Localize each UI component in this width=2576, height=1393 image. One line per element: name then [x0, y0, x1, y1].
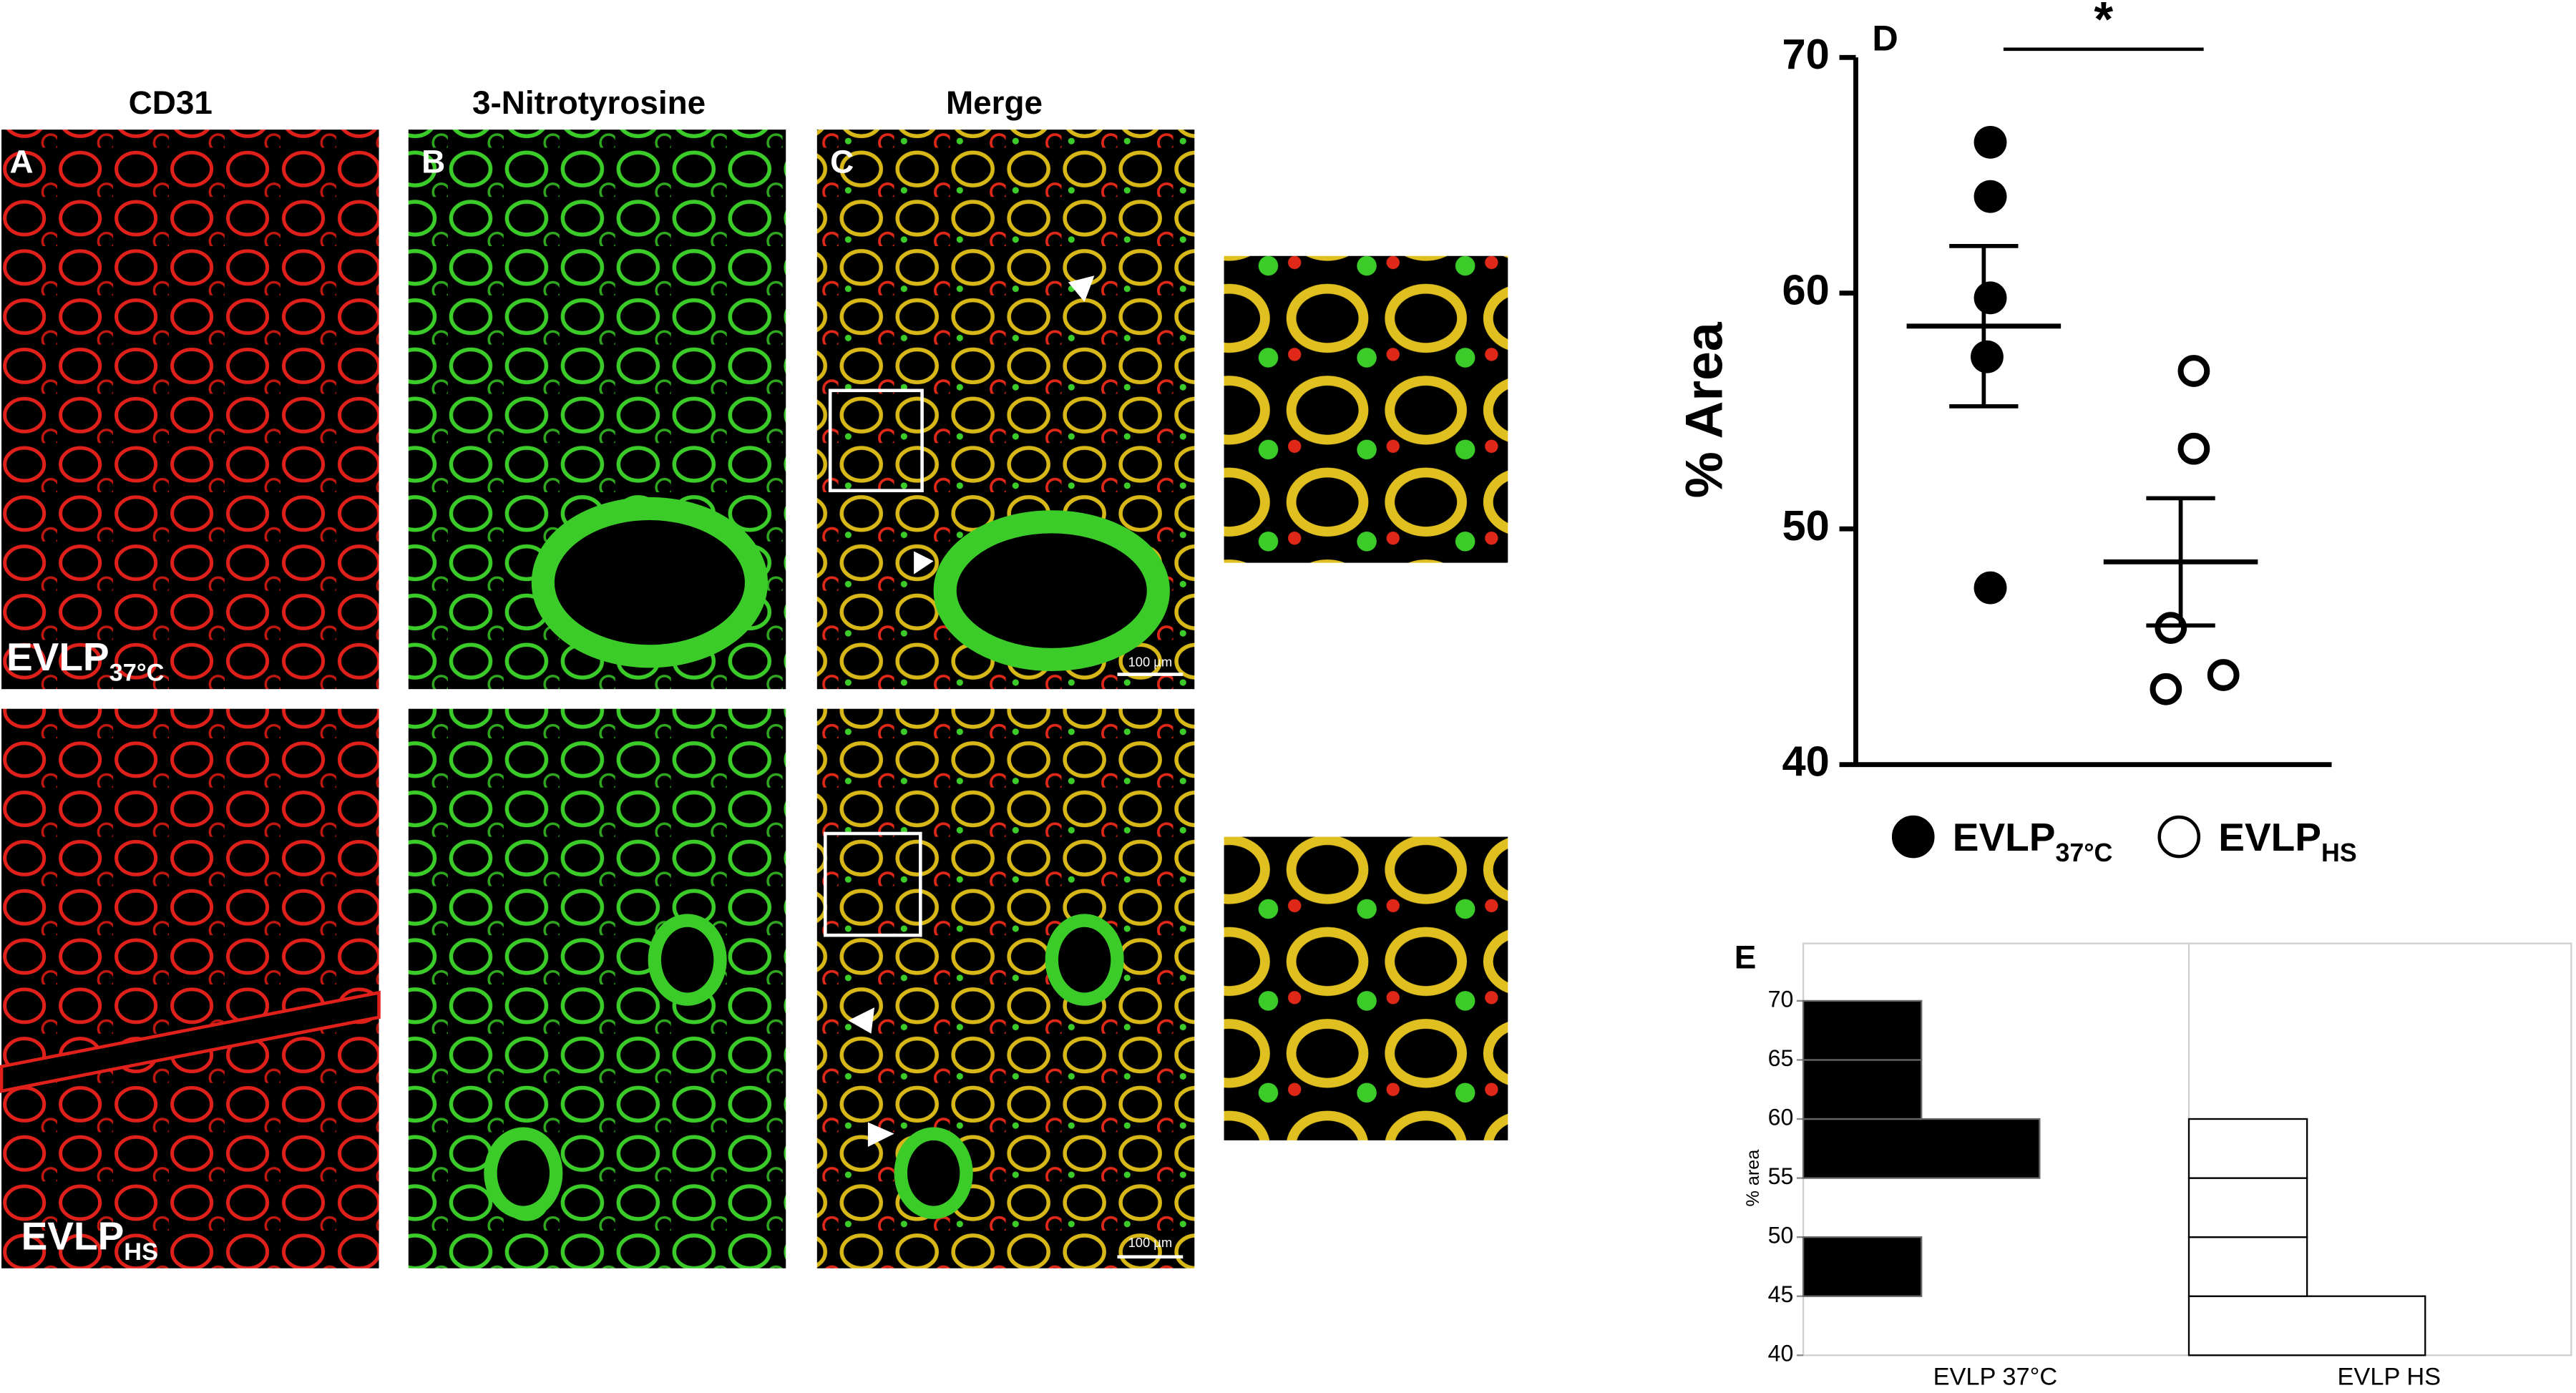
vessel [1045, 914, 1124, 1006]
hist-bar [2187, 1177, 2308, 1238]
panel-label: E [1735, 939, 1757, 976]
data-point [2177, 432, 2210, 465]
inset-hs [1224, 836, 1508, 1140]
data-point [2155, 612, 2187, 644]
x-tick-label: EVLP 37°C [1933, 1363, 2058, 1390]
y-tick-label: 40 [1782, 737, 1829, 785]
y-tick-label: 70 [1782, 30, 1829, 78]
hist-bar [2187, 1295, 2426, 1357]
y-tick-label: 65 [1768, 1045, 1794, 1071]
row-label-main: EVLP [21, 1213, 125, 1258]
data-point [2177, 355, 2210, 387]
x-tick-label: EVLP HS [2337, 1363, 2441, 1390]
hist-bar [1802, 999, 1923, 1061]
y-axis-title: % area [1743, 1149, 1763, 1207]
y-tick-label: 70 [1768, 986, 1794, 1012]
hist-bar [1802, 1118, 2041, 1179]
legend-label: EVLP37°C [1953, 815, 2113, 868]
legend-name: EVLP [1953, 815, 2056, 859]
inset-37 [1224, 255, 1508, 563]
y-tick-label: 60 [1782, 265, 1829, 313]
vessel [484, 1127, 563, 1219]
column-header: 3-Nitrotyrosine [472, 84, 706, 121]
scale-bar-label: 100 µm [1128, 654, 1172, 669]
hist-bar [1802, 1236, 1923, 1297]
row-label-sub: 37°C [109, 660, 165, 687]
panel-label: D [1872, 18, 1898, 59]
legend-sub: 37°C [2055, 839, 2112, 868]
data-point [2150, 673, 2182, 705]
row-label-main: EVLP [6, 634, 109, 678]
row-label: EVLP37°C [6, 634, 165, 686]
y-tick-label: 60 [1768, 1105, 1794, 1130]
image-merge-hs [816, 708, 1195, 1269]
hist-bar [2187, 1236, 2308, 1297]
column-header: CD31 [129, 84, 213, 121]
panel-label: B [421, 142, 445, 180]
row-label: EVLPHS [21, 1213, 158, 1266]
figure-labels: CD31 3-Nitrotyrosine Merge A B C EVLP37°… [6, 84, 1172, 1266]
image-cd31-hs [1, 708, 379, 1269]
vessel [894, 1127, 973, 1219]
y-tick-label: 40 [1768, 1341, 1794, 1367]
image-cd31-37 [1, 129, 379, 690]
data-point [1971, 340, 2004, 373]
significance-star: * [2094, 0, 2113, 47]
y-axis-title: % Area [1674, 321, 1733, 498]
vessel [933, 510, 1170, 671]
legend-marker [2157, 815, 2201, 859]
scale-bar-label: 100 µm [1128, 1235, 1172, 1250]
error-bar [1949, 243, 2019, 409]
data-point [2207, 659, 2240, 691]
arrowhead [1068, 275, 1095, 302]
y-tick-label: 50 [1768, 1223, 1794, 1248]
vessel [648, 914, 727, 1006]
y-tick-label: 55 [1768, 1163, 1794, 1189]
legend-name: EVLP [2218, 815, 2321, 859]
data-point [1974, 180, 2007, 213]
hist-bar [2187, 1118, 2308, 1179]
arrowhead [848, 1007, 875, 1034]
data-point [1974, 125, 2007, 159]
arrow [914, 551, 934, 575]
micrographs [0, 129, 1508, 1269]
legend-marker [1891, 815, 1935, 859]
column-header: Merge [946, 84, 1043, 121]
arrow [867, 1122, 894, 1148]
panel-label: C [830, 142, 854, 180]
zoom-box [828, 388, 924, 492]
hist-bar [1802, 1059, 1923, 1120]
legend-sub: HS [2321, 839, 2357, 868]
y-tick-label: 50 [1782, 502, 1829, 549]
data-point [1974, 571, 2007, 605]
zoom-box [823, 831, 922, 937]
panel-label: A [10, 142, 34, 180]
vessel [0, 990, 381, 1093]
error-bar [2146, 496, 2215, 628]
vessel [531, 497, 769, 668]
legend-label: EVLPHS [2218, 815, 2356, 868]
row-label-sub: HS [124, 1238, 158, 1266]
image-nt-hs [408, 708, 786, 1269]
y-tick-label: 45 [1768, 1281, 1794, 1307]
data-point [1974, 281, 2007, 315]
